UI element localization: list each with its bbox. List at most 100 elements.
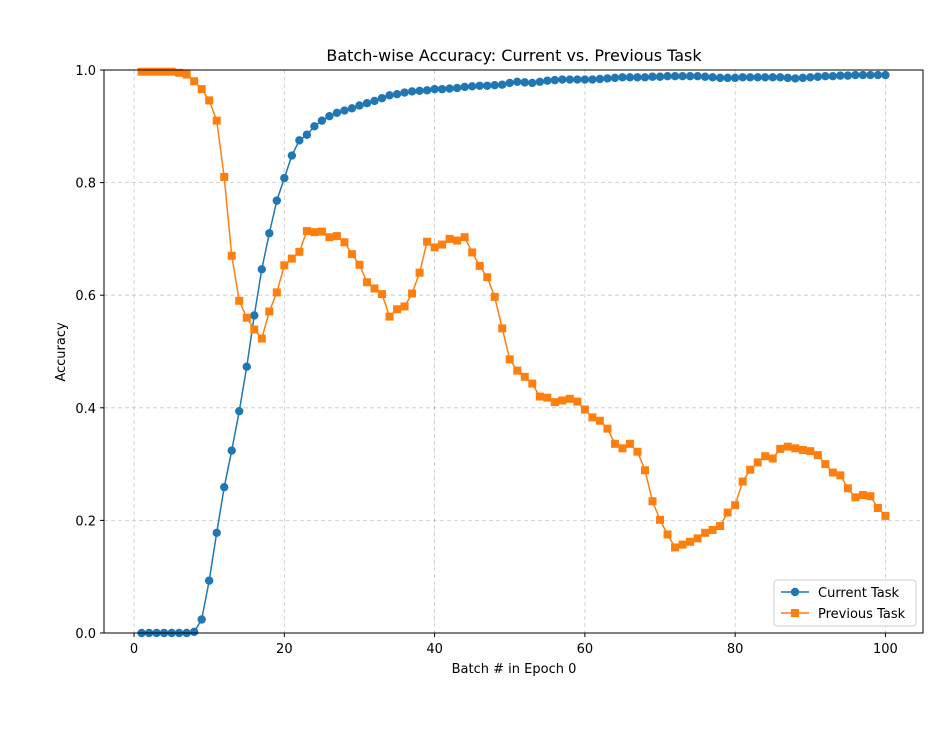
series-previous-task	[137, 67, 890, 552]
point-current-task	[821, 71, 830, 81]
point-previous-task	[280, 261, 289, 270]
point-previous-task	[160, 67, 169, 76]
point-previous-task	[836, 471, 845, 480]
point-current-task	[325, 111, 334, 121]
point-previous-task	[580, 405, 589, 414]
point-current-task	[437, 84, 447, 94]
point-previous-task	[332, 232, 341, 241]
point-previous-task	[746, 465, 755, 474]
point-current-task	[670, 71, 680, 81]
point-previous-task	[475, 261, 484, 270]
point-current-task	[287, 151, 297, 160]
point-previous-task	[550, 398, 559, 407]
point-current-task	[227, 446, 236, 455]
point-previous-task	[693, 534, 702, 543]
point-current-task	[362, 99, 372, 108]
point-previous-task	[295, 247, 304, 256]
point-previous-task	[603, 424, 612, 433]
point-current-task	[806, 73, 815, 82]
point-previous-task	[445, 234, 454, 243]
point-previous-task	[761, 452, 770, 461]
point-previous-task	[858, 491, 867, 500]
legend-label: Previous Task	[818, 607, 906, 622]
point-previous-task	[137, 67, 146, 76]
plot-frame	[103, 69, 924, 634]
point-previous-task	[408, 289, 417, 298]
point-previous-task	[250, 325, 259, 334]
legend-label: Current Task	[818, 586, 899, 601]
point-current-task	[550, 75, 560, 85]
point-previous-task	[468, 248, 477, 257]
point-previous-task	[656, 515, 665, 524]
point-previous-task	[723, 508, 732, 517]
point-current-task	[708, 73, 717, 82]
point-current-task	[843, 71, 853, 80]
point-current-task	[610, 73, 620, 83]
point-previous-task	[265, 307, 274, 316]
point-current-task	[723, 73, 732, 83]
point-current-task	[700, 72, 710, 81]
legend-box	[773, 579, 917, 627]
point-previous-task	[205, 96, 214, 105]
point-current-task	[558, 75, 567, 84]
point-current-task	[310, 122, 319, 131]
point-current-task	[370, 96, 379, 106]
point-current-task	[663, 71, 672, 81]
point-current-task	[828, 71, 838, 81]
point-previous-task	[317, 227, 326, 236]
point-previous-task	[212, 116, 221, 125]
point-previous-task	[325, 233, 334, 242]
point-previous-task	[573, 397, 582, 406]
point-previous-task	[438, 240, 447, 249]
legend-item-previous-task: Previous Task	[781, 607, 906, 622]
point-previous-task	[287, 254, 296, 263]
point-previous-task	[776, 444, 785, 453]
point-current-task	[347, 104, 357, 113]
point-previous-task	[633, 447, 642, 456]
point-previous-task	[370, 284, 379, 293]
point-previous-task	[768, 454, 777, 463]
point-current-task	[317, 116, 327, 125]
point-current-task	[851, 70, 860, 80]
point-current-task	[407, 87, 417, 96]
point-current-task	[730, 73, 740, 83]
point-current-task	[738, 73, 747, 82]
point-current-task	[776, 73, 785, 82]
point-current-task	[385, 91, 394, 100]
series-current-task	[137, 70, 890, 638]
point-current-task	[467, 82, 477, 91]
x-tick-label: 20	[276, 642, 293, 657]
point-previous-task	[272, 288, 281, 297]
point-previous-task	[355, 260, 364, 269]
point-previous-task	[813, 451, 822, 460]
point-current-task	[633, 73, 642, 82]
point-current-task	[280, 173, 289, 183]
point-previous-task	[610, 439, 619, 448]
point-current-task	[678, 71, 687, 81]
point-current-task	[685, 71, 695, 81]
point-previous-task	[731, 501, 740, 510]
point-previous-task	[701, 528, 710, 537]
point-current-task	[212, 528, 221, 537]
point-previous-task	[640, 466, 649, 475]
point-current-task	[715, 73, 725, 83]
point-previous-task	[671, 543, 680, 552]
point-current-task	[483, 81, 492, 90]
point-previous-task	[528, 379, 537, 388]
point-current-task	[753, 73, 762, 82]
point-current-task	[452, 83, 462, 93]
series-layer	[137, 67, 890, 638]
point-previous-task	[806, 447, 815, 456]
point-previous-task	[242, 313, 251, 322]
point-current-task	[798, 73, 807, 83]
point-previous-task	[828, 468, 837, 477]
point-current-task	[204, 576, 214, 585]
point-previous-task	[145, 67, 154, 76]
legend-item-current-task: Current Task	[781, 586, 899, 601]
chart-title: Batch-wise Accuracy: Current vs. Previou…	[326, 46, 702, 65]
point-previous-task	[686, 537, 695, 546]
point-previous-task	[821, 460, 830, 469]
point-previous-task	[415, 268, 424, 277]
point-previous-task	[152, 67, 161, 76]
point-current-task	[490, 81, 499, 90]
